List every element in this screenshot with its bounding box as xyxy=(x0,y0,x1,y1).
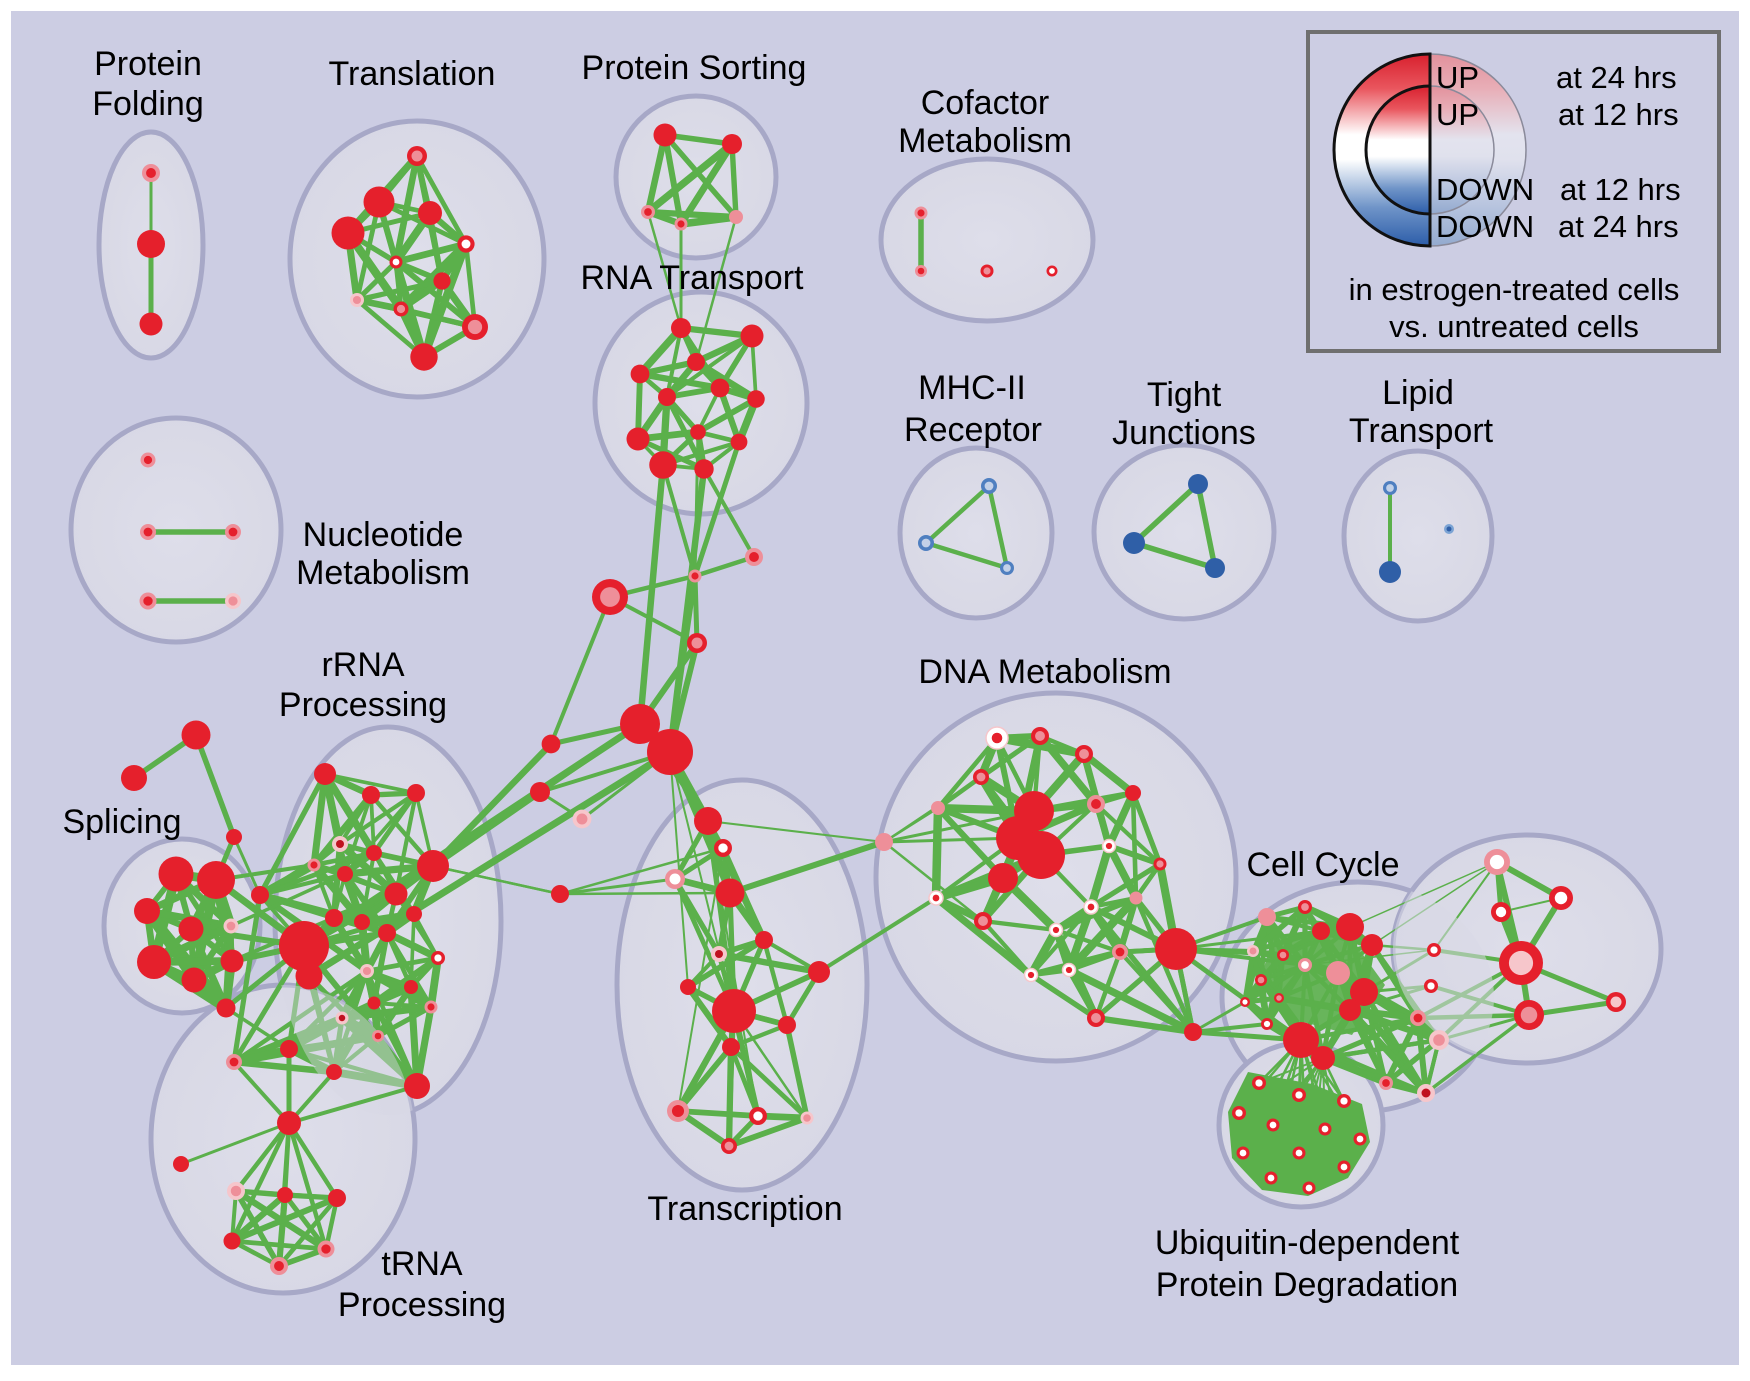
svg-text:Receptor: Receptor xyxy=(904,411,1042,449)
svg-text:DNA Metabolism: DNA Metabolism xyxy=(918,653,1171,691)
svg-text:Folding: Folding xyxy=(92,85,204,123)
svg-text:UP: UP xyxy=(1436,60,1479,95)
svg-text:in estrogen-treated cells: in estrogen-treated cells xyxy=(1349,272,1680,307)
svg-text:Tight: Tight xyxy=(1147,376,1222,414)
svg-text:DOWN: DOWN xyxy=(1436,172,1534,207)
svg-text:at 24 hrs: at 24 hrs xyxy=(1556,60,1677,95)
svg-text:Processing: Processing xyxy=(279,686,447,724)
svg-text:at 12 hrs: at 12 hrs xyxy=(1558,97,1679,132)
svg-text:Protein Degradation: Protein Degradation xyxy=(1156,1266,1458,1304)
svg-text:Metabolism: Metabolism xyxy=(898,122,1072,160)
svg-text:Junctions: Junctions xyxy=(1112,414,1256,452)
svg-text:Splicing: Splicing xyxy=(62,803,181,841)
svg-text:at 12 hrs: at 12 hrs xyxy=(1560,172,1681,207)
svg-text:Processing: Processing xyxy=(338,1286,506,1324)
svg-text:Translation: Translation xyxy=(329,55,496,93)
svg-text:Protein Sorting: Protein Sorting xyxy=(582,49,807,87)
svg-text:Lipid: Lipid xyxy=(1382,374,1454,412)
svg-text:Cell Cycle: Cell Cycle xyxy=(1246,846,1399,884)
svg-text:Ubiquitin-dependent: Ubiquitin-dependent xyxy=(1155,1224,1460,1262)
svg-text:tRNA: tRNA xyxy=(381,1245,463,1283)
svg-text:Nucleotide: Nucleotide xyxy=(303,516,464,554)
svg-text:rRNA: rRNA xyxy=(321,646,404,684)
svg-text:Transcription: Transcription xyxy=(647,1190,842,1228)
svg-text:UP: UP xyxy=(1436,97,1479,132)
svg-text:DOWN: DOWN xyxy=(1436,209,1534,244)
svg-text:RNA Transport: RNA Transport xyxy=(581,259,805,297)
svg-text:Transport: Transport xyxy=(1349,412,1494,450)
svg-text:Metabolism: Metabolism xyxy=(296,554,470,592)
svg-text:MHC-II: MHC-II xyxy=(918,369,1026,407)
svg-text:vs. untreated cells: vs. untreated cells xyxy=(1389,309,1639,344)
svg-text:Cofactor: Cofactor xyxy=(921,84,1050,122)
svg-text:Protein: Protein xyxy=(94,45,202,83)
svg-text:at 24 hrs: at 24 hrs xyxy=(1558,209,1679,244)
